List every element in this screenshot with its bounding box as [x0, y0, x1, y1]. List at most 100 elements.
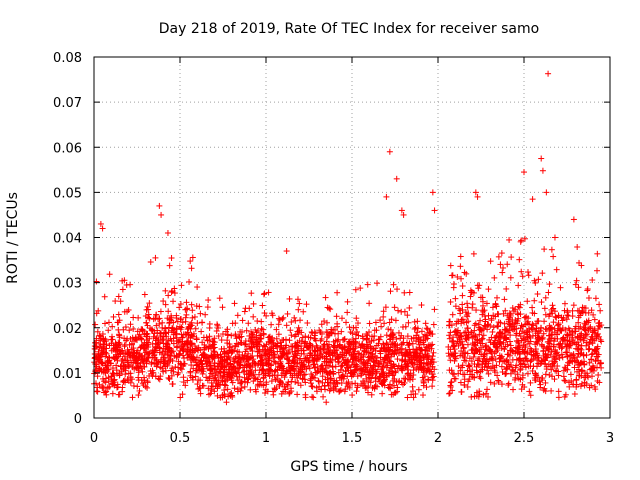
data-point: [188, 322, 195, 329]
data-point: [156, 376, 163, 383]
data-point: [570, 302, 577, 309]
data-point: [231, 358, 238, 365]
data-point: [468, 393, 475, 400]
data-point: [109, 365, 116, 372]
data-point: [113, 362, 120, 369]
data-point: [349, 392, 356, 399]
data-point: [135, 374, 142, 381]
data-point: [487, 258, 494, 265]
data-point: [143, 333, 150, 340]
data-point: [130, 314, 137, 321]
data-point: [213, 328, 220, 335]
data-point: [309, 393, 316, 400]
data-point: [404, 394, 411, 401]
x-tick-label: 3: [606, 431, 614, 446]
data-point: [457, 253, 464, 260]
data-point: [383, 332, 390, 339]
data-point: [495, 253, 502, 260]
data-point: [250, 300, 257, 307]
data-point: [297, 317, 304, 324]
data-point: [103, 345, 110, 352]
data-point: [230, 369, 237, 376]
data-point: [258, 318, 265, 325]
data-point: [475, 285, 482, 292]
data-point: [221, 345, 228, 352]
data-point: [219, 363, 226, 370]
data-point: [224, 326, 231, 333]
data-point: [137, 360, 144, 367]
data-point: [215, 333, 222, 340]
data-point: [524, 370, 531, 377]
data-point: [283, 248, 290, 255]
data-point: [232, 320, 239, 327]
data-point: [242, 340, 249, 347]
data-point: [142, 383, 149, 390]
data-point: [534, 318, 541, 325]
data-point: [170, 340, 177, 347]
x-tick-label: 1.5: [342, 431, 363, 446]
data-point: [538, 299, 545, 306]
data-point: [168, 367, 175, 374]
data-point: [197, 377, 204, 384]
data-point: [333, 313, 340, 320]
data-point: [541, 246, 548, 253]
data-point: [109, 333, 116, 340]
data-point: [379, 390, 386, 397]
data-point: [499, 269, 506, 276]
data-point: [409, 383, 416, 390]
data-point: [208, 379, 215, 386]
data-point: [231, 385, 238, 392]
data-point: [236, 349, 243, 356]
data-point: [131, 353, 138, 360]
data-point: [542, 294, 549, 301]
data-point: [239, 317, 246, 324]
data-point: [205, 385, 212, 392]
data-point: [151, 360, 158, 367]
data-point: [196, 385, 203, 392]
data-point: [385, 326, 392, 333]
data-point: [196, 366, 203, 373]
data-point: [525, 272, 532, 279]
data-point: [102, 349, 109, 356]
data-point: [188, 265, 195, 272]
data-point: [108, 336, 115, 343]
data-point: [234, 312, 241, 319]
data-point: [261, 310, 268, 317]
data-point: [196, 363, 203, 370]
data-point: [111, 382, 118, 389]
data-point: [185, 325, 192, 332]
data-point: [187, 258, 194, 265]
data-point: [166, 376, 173, 383]
data-point: [595, 371, 602, 378]
data-point: [187, 334, 194, 341]
data-point: [221, 373, 228, 380]
data-point: [429, 189, 436, 196]
data-point: [592, 295, 599, 302]
data-point: [209, 383, 216, 390]
data-point: [284, 310, 291, 317]
data-point: [139, 368, 146, 375]
data-point: [184, 354, 191, 361]
data-point: [494, 323, 501, 330]
data-point: [165, 349, 172, 356]
data-point: [180, 331, 187, 338]
data-point: [569, 307, 576, 314]
data-point: [380, 313, 387, 320]
data-point: [134, 347, 141, 354]
data-point: [220, 369, 227, 376]
data-point: [139, 380, 146, 387]
data-point: [597, 336, 604, 343]
data-point: [539, 167, 546, 174]
data-point: [406, 304, 413, 311]
data-point: [189, 307, 196, 314]
data-point: [186, 278, 193, 285]
data-point: [570, 216, 577, 223]
data-point: [550, 319, 557, 326]
data-point: [207, 366, 214, 373]
data-point: [534, 290, 541, 297]
data-point: [494, 322, 501, 329]
data-point: [210, 348, 217, 355]
data-point: [99, 360, 106, 367]
data-point: [130, 359, 137, 366]
data-point: [555, 388, 562, 395]
